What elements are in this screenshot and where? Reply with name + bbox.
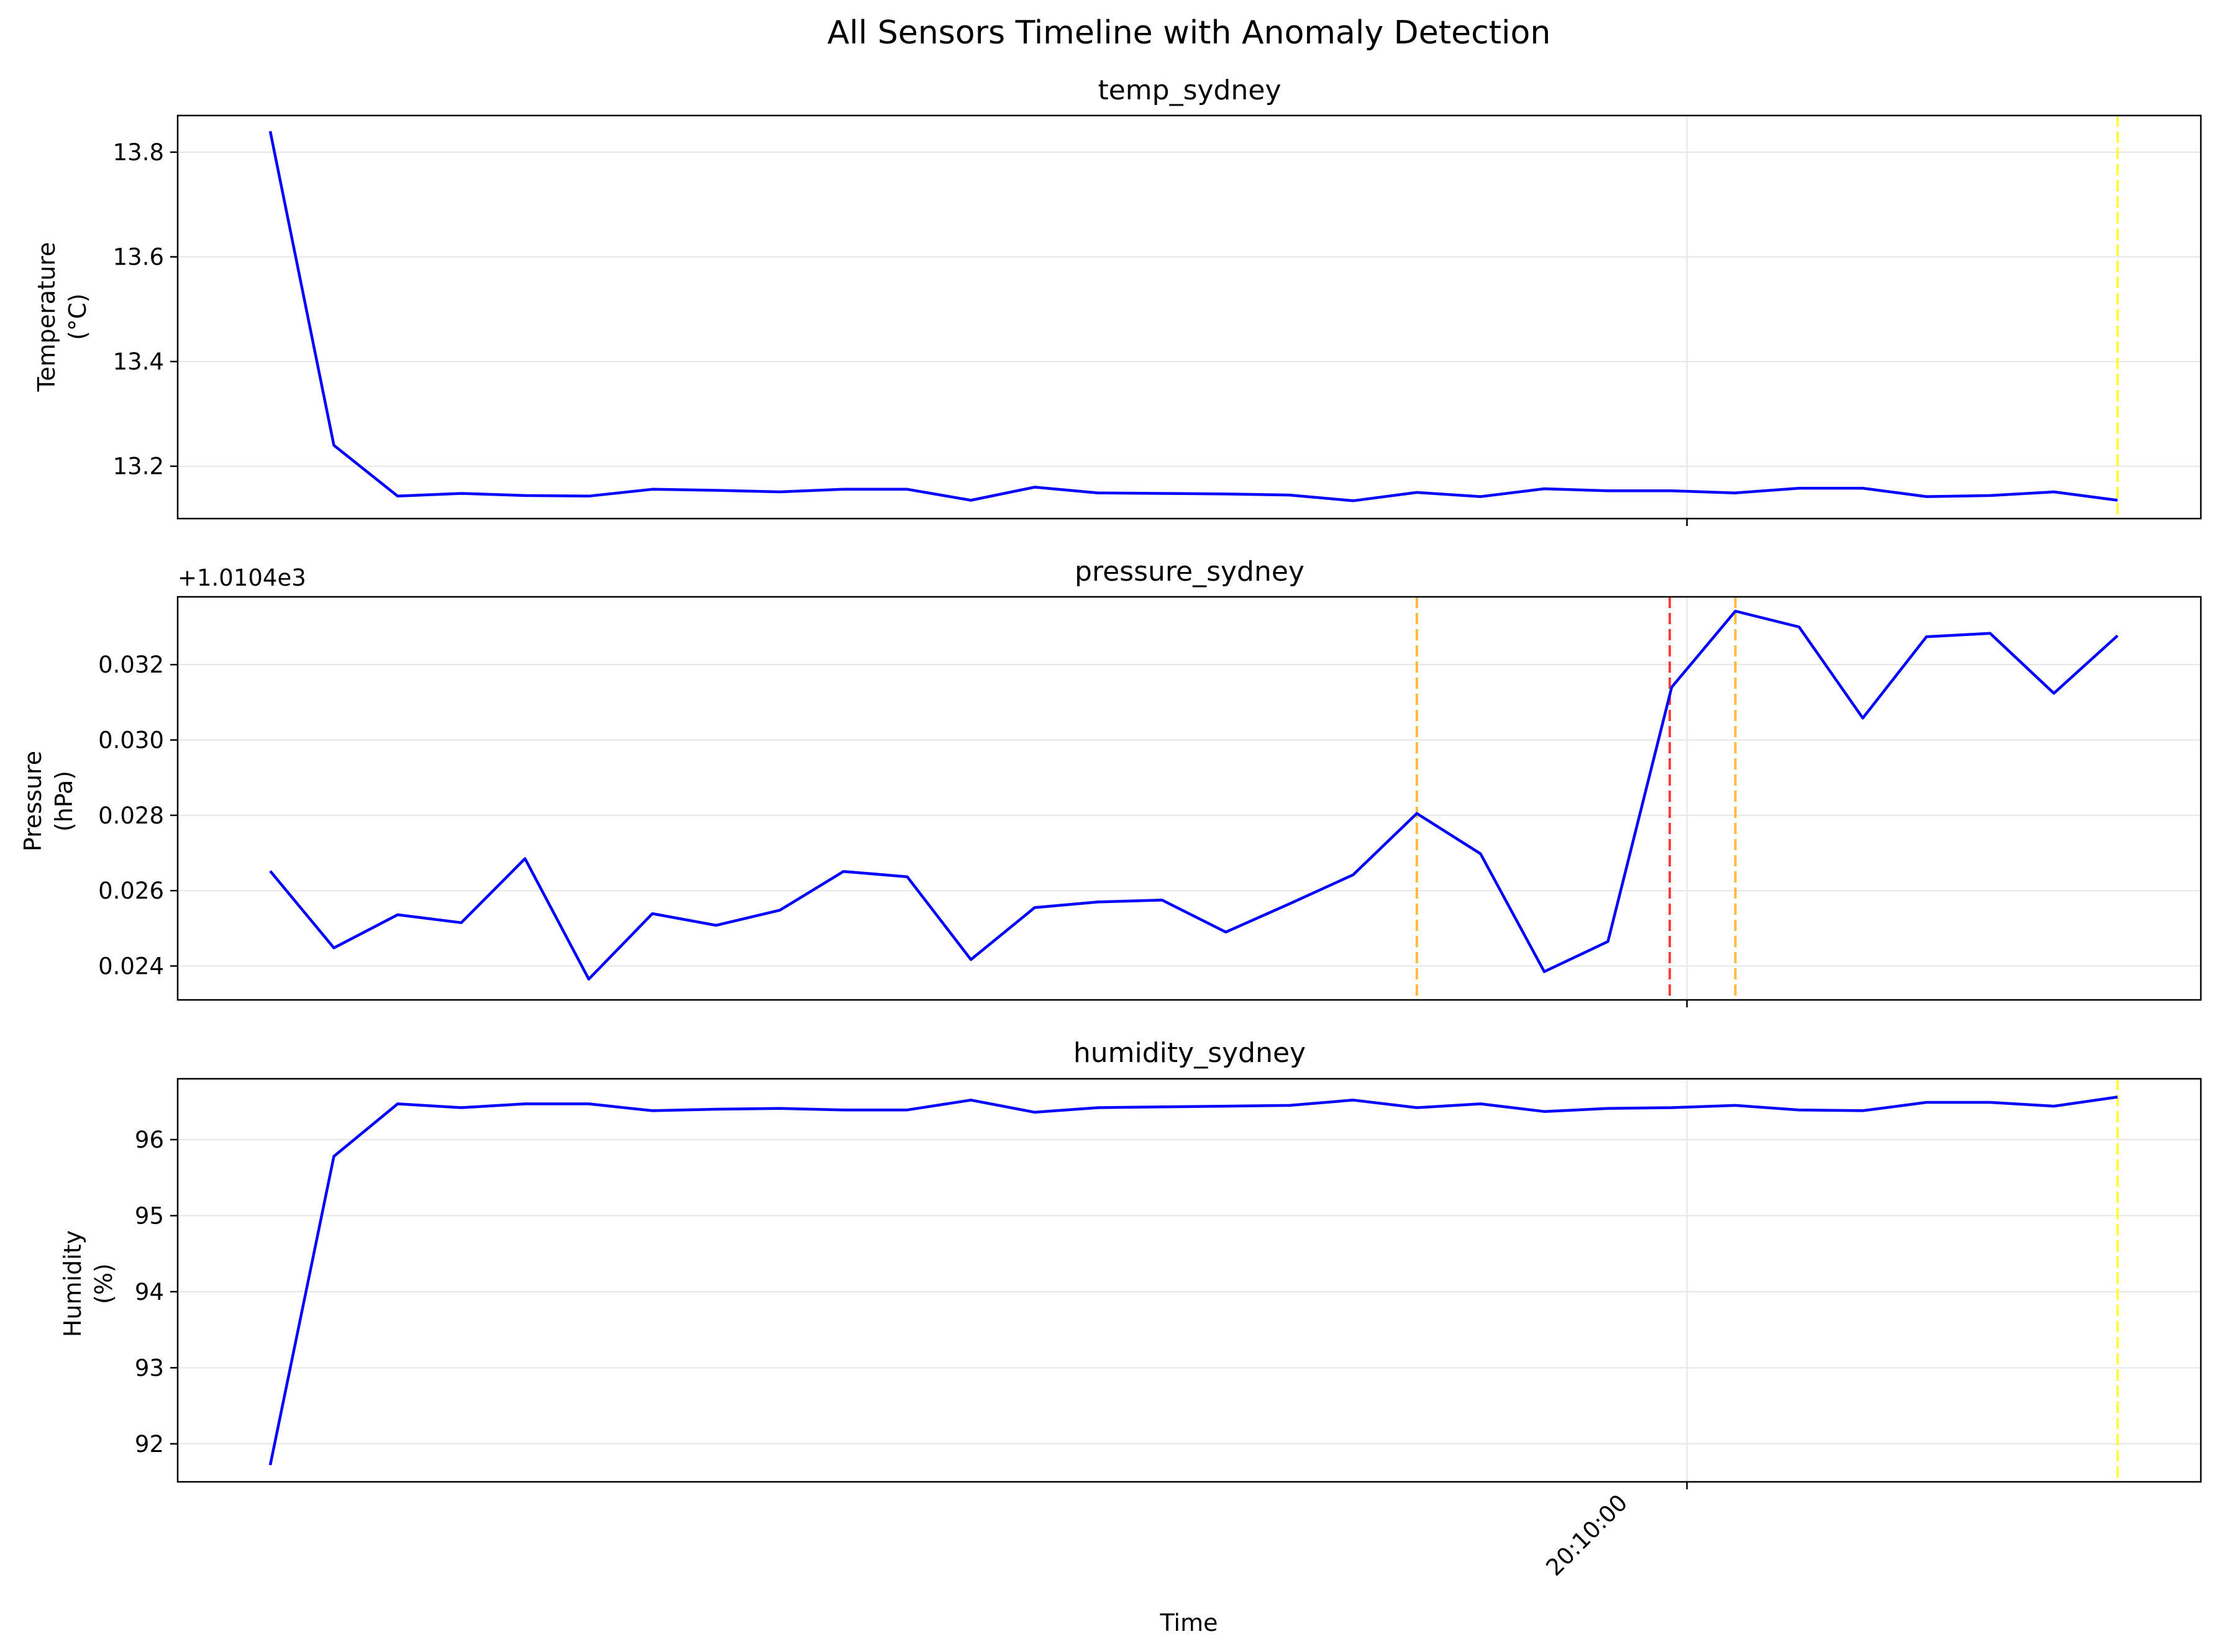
- pressure-y-tick-label: 0.026: [98, 878, 164, 904]
- pressure-offset-text: +1.0104e3: [178, 565, 306, 591]
- temp-ylabel-line1: Temperature: [33, 242, 60, 393]
- temp-axes-frame: [176, 114, 2202, 520]
- pressure-y-tick-label: 0.028: [98, 802, 164, 829]
- pressure-ylabel-line1: Pressure: [19, 751, 47, 851]
- pressure-axes-frame: [176, 596, 2202, 1001]
- temp-panel: temp_sydney Temperature (°C) 13.2 13.4 13.…: [33, 75, 2202, 526]
- temp-panel-title: temp_sydney: [1098, 75, 1281, 106]
- humidity-series-line: [268, 1096, 2118, 1466]
- temp-series-line: [268, 130, 2118, 502]
- humidity-y-tick-label: 96: [135, 1127, 164, 1153]
- pressure-series-line: [269, 609, 2119, 981]
- temp-y-tick-label: 13.6: [113, 244, 164, 271]
- temp-y-tick-label: 13.8: [113, 139, 164, 166]
- humidity-ylabel-line2: (%): [90, 1263, 117, 1304]
- humidity-axes-frame: [176, 1078, 2202, 1483]
- pressure-ylabel: Pressure (hPa): [19, 751, 78, 851]
- humidity-y-tick-label: 95: [135, 1202, 164, 1229]
- pressure-panel-title: pressure_sydney: [1075, 556, 1304, 588]
- humidity-ylabel: Humidity (%): [59, 1230, 117, 1337]
- temp-y-tick-label: 13.4: [113, 348, 164, 375]
- pressure-y-tick-label: 0.032: [98, 651, 164, 678]
- pressure-panel: pressure_sydney +1.0104e3 Pressure (hPa)…: [19, 556, 2202, 1007]
- humidity-panel: humidity_sydney Humidity (%) 92 93 94 95 96: [59, 1037, 2202, 1489]
- x-axis-label: Time: [1160, 1609, 1218, 1636]
- temp-ylabel: Temperature (°C): [33, 242, 91, 393]
- temp-ylabel-line2: (°C): [64, 293, 91, 340]
- humidity-y-tick-label: 93: [135, 1355, 164, 1381]
- humidity-ylabel-line1: Humidity: [59, 1230, 86, 1337]
- figure-title: All Sensors Timeline with Anomaly Detect…: [827, 14, 1551, 52]
- temp-y-tick-label: 13.2: [113, 453, 164, 480]
- pressure-ylabel-line2: (hPa): [50, 771, 78, 832]
- pressure-y-tick-label: 0.030: [98, 727, 164, 753]
- humidity-y-tick-label: 92: [135, 1431, 164, 1458]
- humidity-panel-title: humidity_sydney: [1073, 1037, 1306, 1069]
- pressure-y-tick-label: 0.024: [98, 953, 164, 979]
- humidity-y-tick-label: 94: [135, 1279, 164, 1305]
